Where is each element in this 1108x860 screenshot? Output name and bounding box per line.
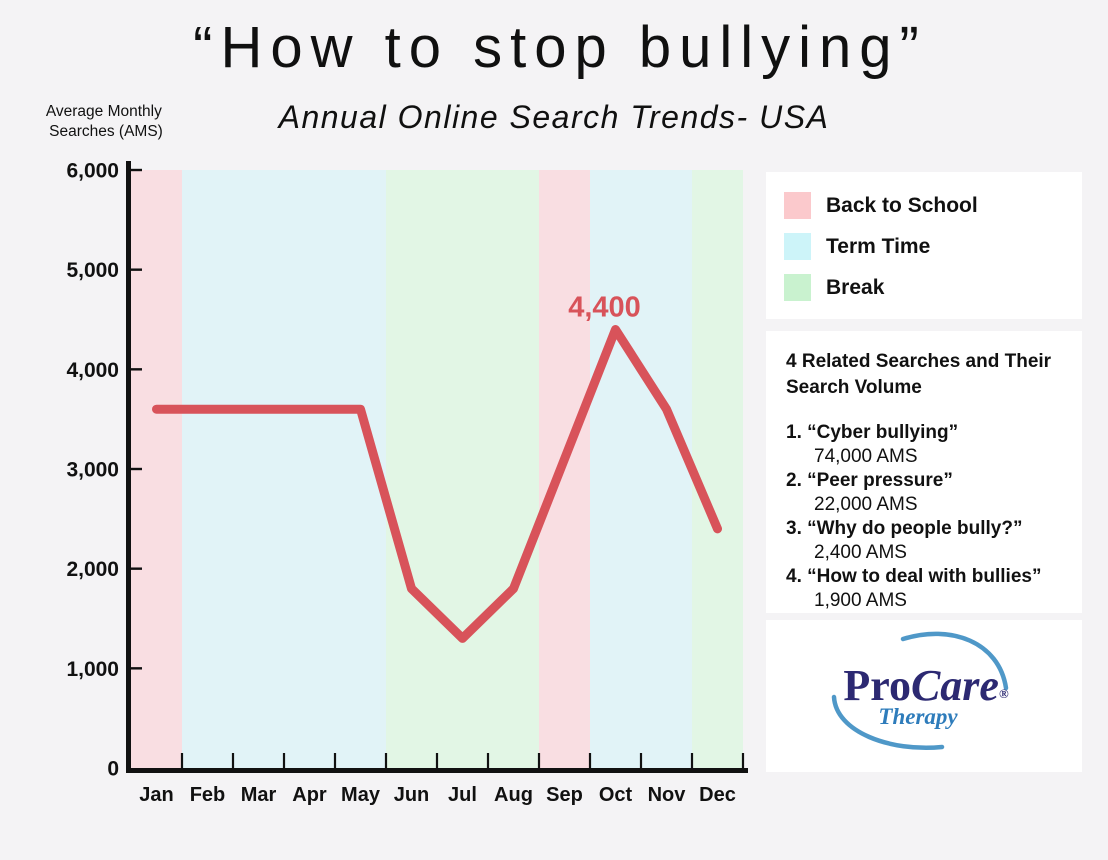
logo-panel: ProCare® Therapy xyxy=(766,620,1082,772)
logo-swoosh-bottom-icon xyxy=(831,694,945,750)
month-label-dec: Dec xyxy=(699,784,736,806)
legend-swatch-icon xyxy=(784,192,811,219)
y-tick-label: 0 xyxy=(107,758,119,781)
month-label-nov: Nov xyxy=(648,784,687,806)
y-tick xyxy=(131,467,142,471)
logo-brand-text: ProCare® xyxy=(843,661,1009,710)
month-label-apr: Apr xyxy=(292,784,327,806)
month-label-sep: Sep xyxy=(546,784,583,806)
x-tick xyxy=(333,753,337,768)
month-label-oct: Oct xyxy=(599,784,633,806)
legend-items: Back to School Term Time Break xyxy=(784,192,1082,301)
y-tick-label: 2,000 xyxy=(66,558,119,581)
month-label-mar: Mar xyxy=(241,784,277,806)
related-search-item: 4. “How to deal with bullies” 1,900 AMS xyxy=(786,565,1072,613)
x-tick xyxy=(537,753,541,768)
related-searches-list: 1. “Cyber bullying” 74,000 AMS 2. “Peer pr… xyxy=(786,421,1072,613)
month-label-feb: Feb xyxy=(190,784,226,806)
month-label-jul: Jul xyxy=(448,784,477,806)
related-searches-panel: 4 Related Searches and Their Search Volu… xyxy=(766,331,1082,613)
y-tick xyxy=(131,268,142,271)
y-tick-label: 6,000 xyxy=(66,160,119,183)
search-trends-line-chart: 6,000 5,000 4,000 3,000 2,000 1,000 0 Jan Feb Ma… xyxy=(46,103,748,806)
x-tick xyxy=(384,753,388,768)
related-search-item: 3. “Why do people bully?” 2,400 AMS xyxy=(786,517,1072,565)
month-label-aug: Aug xyxy=(494,784,533,806)
related-search-volume: 22,000 AMS xyxy=(814,494,918,515)
legend-item-label: Back to School xyxy=(826,193,978,217)
x-tick xyxy=(486,753,490,768)
y-tick xyxy=(131,368,142,371)
procare-therapy-logo: ProCare® Therapy xyxy=(831,631,1009,750)
page-subtitle: Annual Online Search Trends- USA xyxy=(278,99,830,135)
x-tick xyxy=(588,753,592,768)
band-break xyxy=(386,170,539,768)
y-axis-title: Average Monthly Searches (AMS) xyxy=(46,103,166,140)
band-term-time xyxy=(182,170,386,768)
y-tick-label: 5,000 xyxy=(66,259,119,282)
legend-item-label: Break xyxy=(826,275,885,299)
peak-value-label: 4,400 xyxy=(568,292,641,324)
related-search-item: 1. “Cyber bullying” 74,000 AMS xyxy=(786,421,1072,469)
y-axis xyxy=(126,161,131,773)
band-term-time xyxy=(590,170,692,768)
axis-ticks xyxy=(131,168,745,768)
legend-item-term-time: Term Time xyxy=(784,233,1082,260)
x-tick xyxy=(435,753,439,768)
related-title-line2: Search Volume xyxy=(786,377,922,398)
y-tick xyxy=(131,567,142,570)
legend-panel: Back to School Term Time Break xyxy=(766,172,1082,319)
legend-item-back-to-school: Back to School xyxy=(784,192,1082,219)
legend-swatch-icon xyxy=(784,274,811,301)
x-tick xyxy=(741,753,745,768)
legend-swatch-icon xyxy=(784,233,811,260)
y-tick-label: 3,000 xyxy=(66,459,119,482)
season-bands xyxy=(131,170,743,768)
month-label-may: May xyxy=(341,784,381,806)
trend-line xyxy=(152,325,722,643)
related-search-volume: 74,000 AMS xyxy=(814,446,918,467)
x-tick xyxy=(690,753,694,768)
x-tick xyxy=(180,753,184,768)
x-axis xyxy=(126,768,748,773)
related-search-query: 2. “Peer pressure” xyxy=(786,470,953,491)
y-tick xyxy=(131,168,142,172)
month-labels: Jan Feb Mar Apr May Jun Jul Aug Sep Oct Nov Dec xyxy=(139,784,736,806)
band-break xyxy=(692,170,743,768)
month-label-jan: Jan xyxy=(139,784,173,806)
x-tick xyxy=(231,753,235,768)
logo-tagline: Therapy xyxy=(878,704,958,729)
related-search-volume: 1,900 AMS xyxy=(814,590,907,611)
related-search-query: 3. “Why do people bully?” xyxy=(786,518,1023,539)
related-search-item: 2. “Peer pressure” 22,000 AMS xyxy=(786,469,1072,517)
page-title: “How to stop bullying” xyxy=(193,15,927,80)
related-search-query: 1. “Cyber bullying” xyxy=(786,422,959,443)
legend-item-break: Break xyxy=(784,274,1082,301)
month-label-jun: Jun xyxy=(394,784,430,806)
related-search-volume: 2,400 AMS xyxy=(814,542,907,563)
related-title-line1: 4 Related Searches and Their xyxy=(786,351,1052,372)
related-search-query: 4. “How to deal with bullies” xyxy=(786,566,1042,587)
related-searches-title: 4 Related Searches and Their Search Volu… xyxy=(786,349,1072,401)
logo-swoosh-top-icon xyxy=(900,631,1009,691)
legend-item-label: Term Time xyxy=(826,234,931,258)
y-tick-label: 1,000 xyxy=(66,658,119,681)
y-axis-tick-labels: 6,000 5,000 4,000 3,000 2,000 1,000 0 xyxy=(66,160,119,781)
x-tick xyxy=(282,753,286,768)
y-tick-label: 4,000 xyxy=(66,359,119,382)
x-tick xyxy=(639,753,643,768)
y-tick xyxy=(131,667,142,670)
